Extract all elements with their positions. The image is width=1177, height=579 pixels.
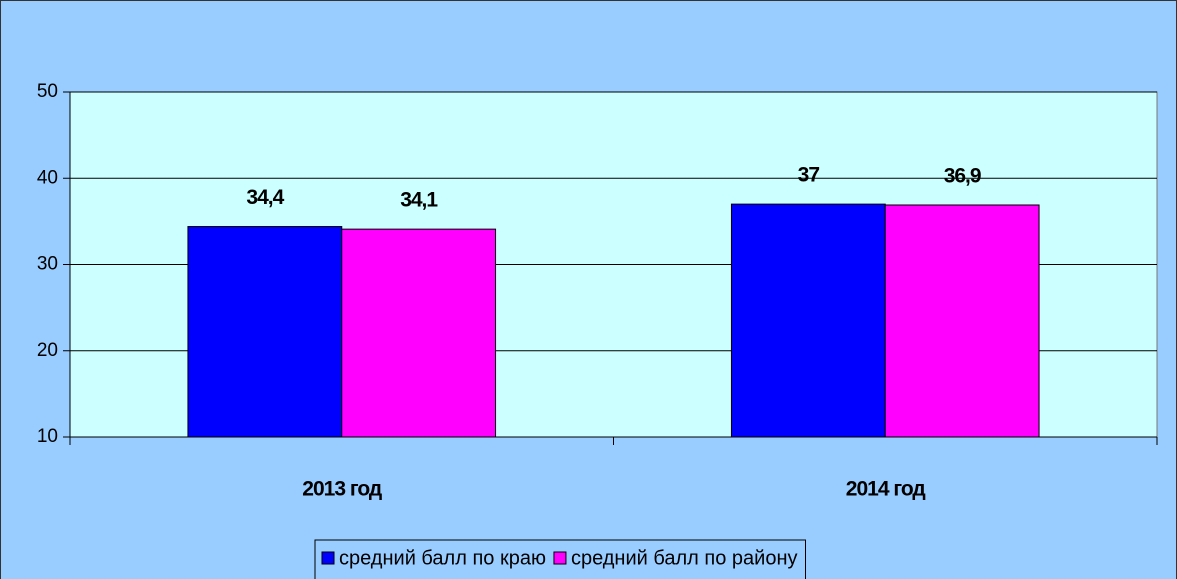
legend: средний балл по краю средний балл по райо… — [314, 539, 806, 579]
y-tick-label: 50 — [37, 81, 58, 102]
value-label: 34,1 — [400, 189, 438, 212]
value-label: 37 — [798, 164, 820, 187]
y-tick-label: 10 — [37, 426, 58, 447]
bar — [884, 204, 1040, 438]
legend-label: средний балл по краю — [339, 547, 546, 569]
x-tick-label: 2013 год — [302, 478, 382, 501]
y-tick-label: 40 — [37, 167, 58, 188]
bar — [730, 203, 886, 438]
x-tick-label: 2014 год — [846, 478, 926, 501]
legend-swatch — [321, 551, 335, 565]
legend-label: средний балл по району — [571, 547, 798, 569]
value-label: 36,9 — [944, 165, 981, 188]
y-tick-label: 30 — [37, 254, 58, 275]
bar — [341, 228, 497, 438]
bar — [187, 226, 343, 438]
y-tick-label: 20 — [37, 340, 58, 361]
value-label: 34,4 — [246, 186, 284, 209]
legend-swatch — [553, 551, 567, 565]
